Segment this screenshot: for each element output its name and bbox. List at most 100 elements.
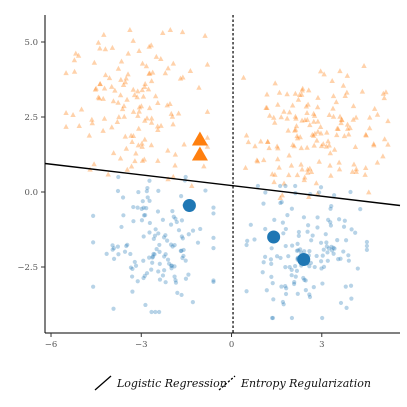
orange-triangle-point [383,89,389,95]
orange-triangle-point [70,112,76,118]
x-tick-label: 3 [319,340,324,350]
orange-triangle-point [93,85,99,91]
blue-circle-point [173,216,178,221]
blue-circle-point [131,204,136,210]
orange-triangle-point [350,103,357,109]
orange-triangle-point [204,61,211,67]
blue-circle-point [170,244,175,249]
blue-circle-point [143,212,148,218]
blue-circle-point [145,185,150,191]
orange-triangle-point [105,171,111,177]
orange-triangle-point [158,122,164,128]
orange-triangle-point [127,27,133,32]
orange-triangle-point [296,92,303,98]
orange-triangle-point [297,134,303,140]
orange-triangle-point [123,145,130,151]
blue-circle-point [181,253,186,259]
orange-triangle-point [167,100,173,106]
orange-triangle-point [328,172,334,178]
orange-triangle-point [318,130,324,136]
orange-triangle-point [97,81,103,87]
orange-triangle-point [243,132,250,138]
blue-circle-point [152,252,157,257]
orange-triangle-point [266,145,272,151]
blue-circle-point [315,225,320,230]
blue-circle-point [358,207,363,212]
blue-circle-point [130,274,135,279]
blue-circle-point [364,247,370,252]
blue-circle-point [260,270,265,275]
blue-circle-point [144,206,149,211]
orange-triangle-point [165,65,171,71]
orange-triangle-point [172,162,178,168]
blue-circle-point [308,260,313,266]
blue-circle-point [124,243,129,249]
blue-circle-point [151,236,156,241]
blue-circle-point [292,280,297,285]
blue-circle-point [125,242,130,247]
orange-triangle-point [135,112,141,118]
orange-triangle-point [271,179,277,185]
blue-circle-point [157,242,162,248]
orange-triangle-point [175,110,182,116]
orange-triangle-point [335,125,341,131]
orange-triangle-point [145,86,152,92]
orange-triangle-point [114,118,121,124]
orange-triangle-point [371,142,377,148]
orange-triangle-point [154,123,161,129]
blue-circle-point [295,291,300,296]
highlighted-blue-circle [182,199,196,212]
blue-circle-point [128,265,134,270]
legend-label: Entropy Regularization [240,377,371,390]
orange-triangle-point [89,116,95,122]
orange-triangle-point [361,62,367,68]
blue-circle-point [343,284,348,289]
blue-circle-point [283,226,288,232]
orange-triangle-point [130,132,137,138]
blue-circle-point [255,183,261,189]
orange-triangle-point [305,101,311,107]
orange-triangle-point [275,156,281,162]
blue-circle-point [329,248,335,253]
orange-triangle-point [179,29,186,35]
orange-triangle-point [324,129,330,135]
orange-triangle-point [310,132,317,138]
orange-triangle-point [155,157,161,163]
blue-circle-point [91,213,96,218]
orange-triangle-point [351,161,357,167]
orange-triangle-point [63,123,69,129]
blue-circle-point [263,254,268,260]
orange-triangle-point [298,145,304,151]
orange-triangle-point [306,194,312,200]
orange-triangle-point [314,190,321,196]
orange-triangle-point [326,111,333,117]
blue-circle-point [355,266,360,271]
blue-circle-point [190,300,195,305]
blue-circle-point [296,229,301,235]
blue-circle-point [349,296,354,301]
blue-circle-point [144,189,149,194]
blue-circle-point [344,305,349,310]
blue-circle-point [261,260,266,265]
blue-circle-point [141,234,146,239]
orange-triangle-point [266,112,273,118]
blue-circle-point [139,206,144,211]
orange-triangle-point [135,142,142,148]
orange-triangle-point [298,91,305,97]
orange-triangle-point [275,101,281,107]
orange-triangle-point [125,50,131,56]
orange-triangle-point [115,65,122,71]
x-tick-label: −6 [45,340,58,350]
blue-circle-point [157,277,163,282]
orange-triangle-point [317,124,324,130]
orange-triangle-point [347,125,353,131]
blue-circle-point [211,205,216,210]
orange-triangle-point [353,166,359,172]
orange-triangle-point [139,143,145,149]
blue-circle-point [172,243,177,248]
blue-circle-point [268,257,274,262]
blue-circle-point [335,238,340,243]
orange-triangle-point [142,136,148,142]
blue-circle-point [195,240,201,245]
orange-triangle-point [139,87,145,93]
